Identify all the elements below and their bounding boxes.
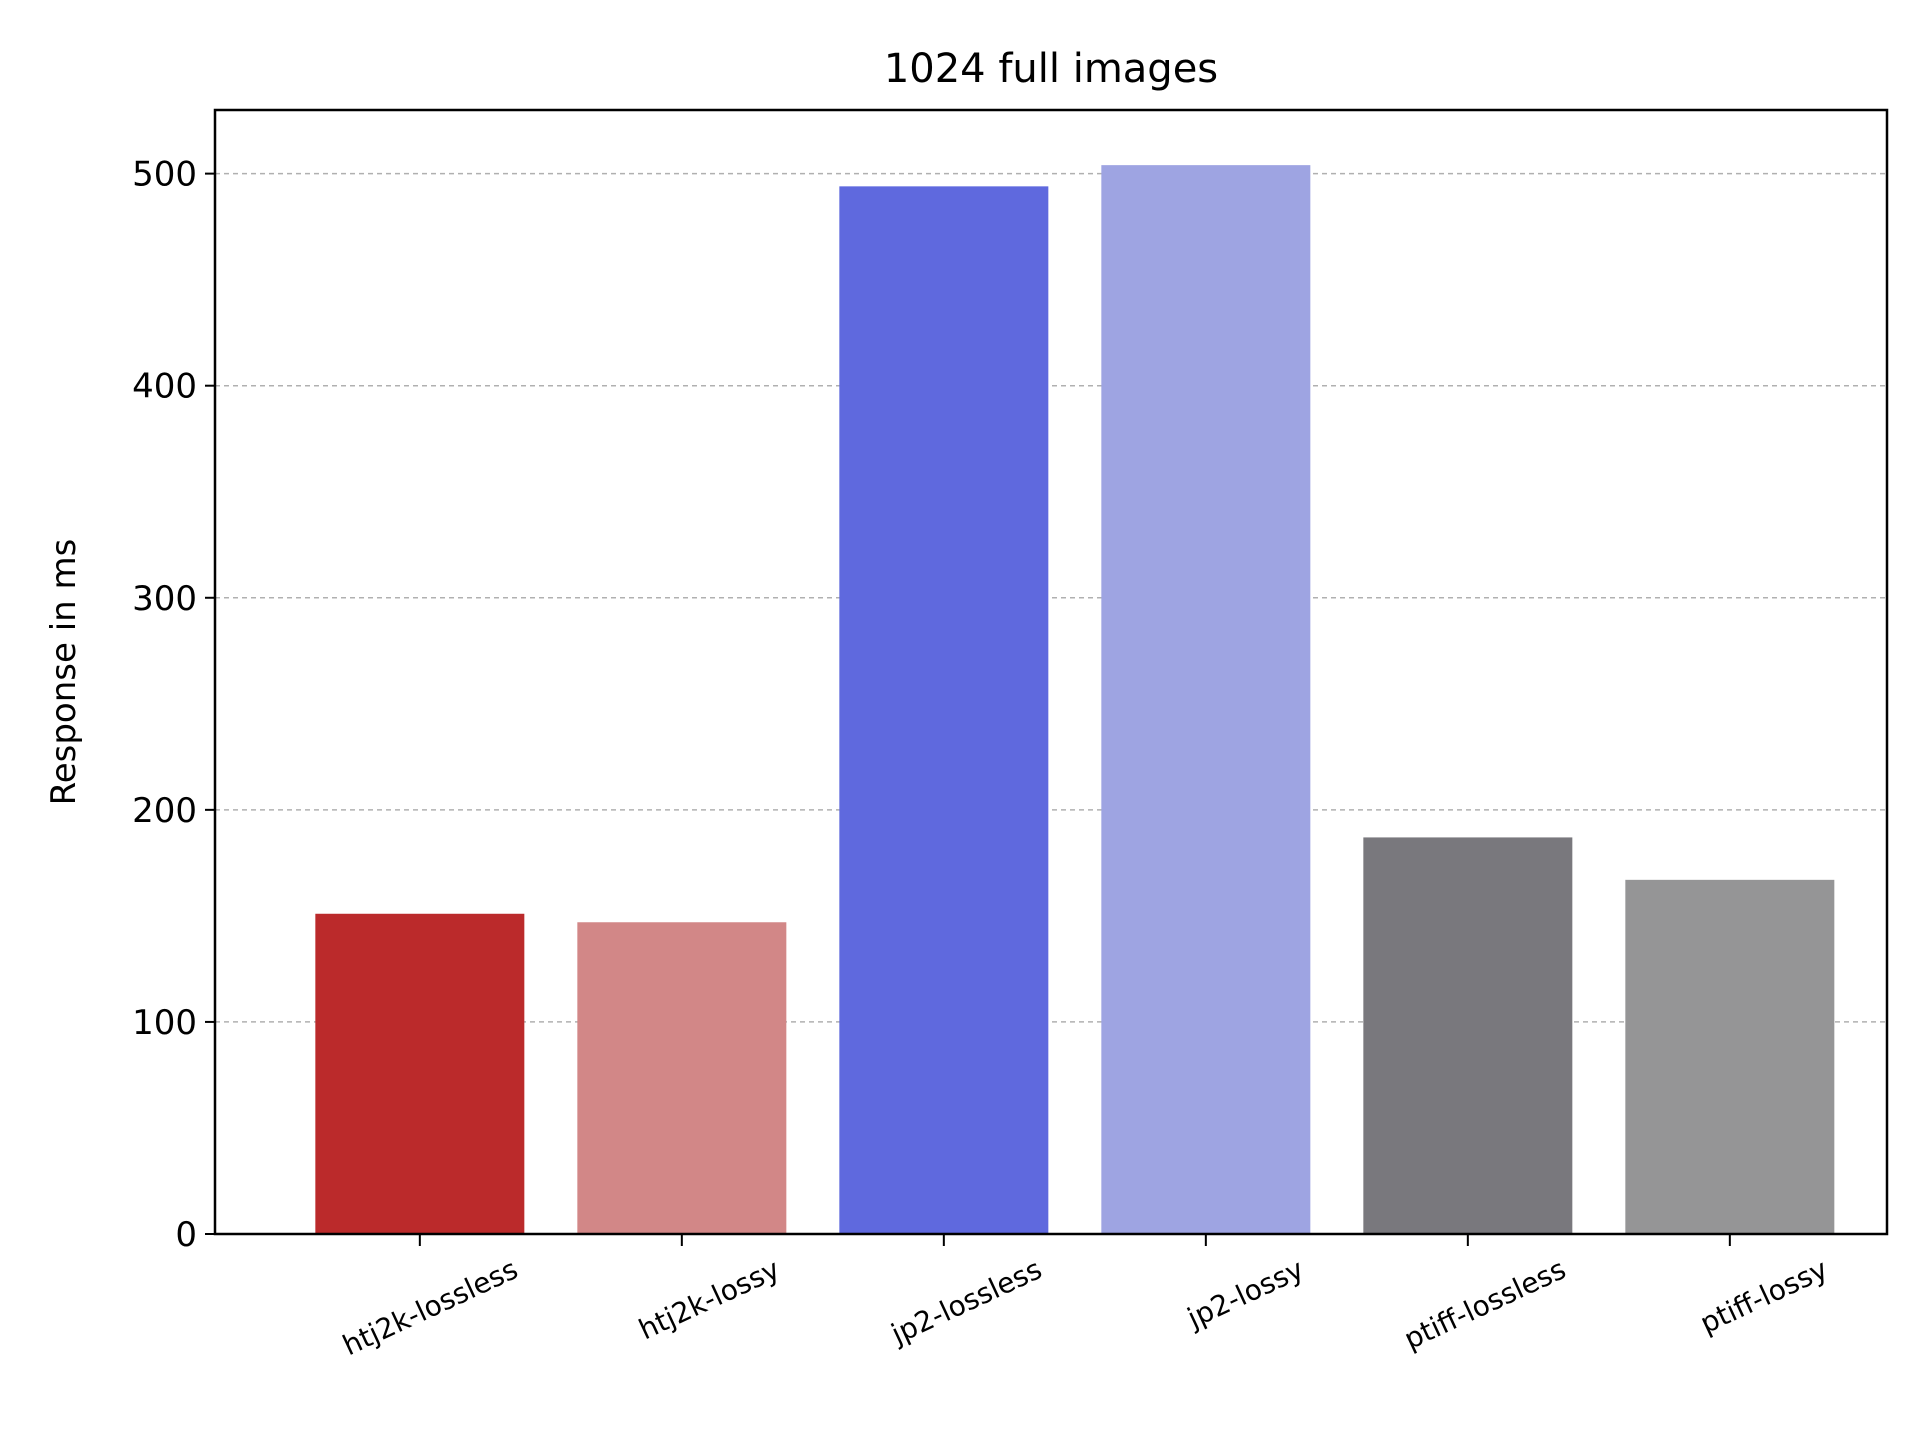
x-tick-label: htj2k-lossy [634, 1252, 785, 1346]
bar-jp2-lossless [839, 186, 1049, 1234]
bar-htj2k-lossless [315, 913, 525, 1234]
x-tick-label: htj2k-lossless [338, 1252, 523, 1362]
x-tick-label: jp2-lossy [1181, 1252, 1308, 1335]
bars [315, 165, 1835, 1234]
y-tick-label: 100 [132, 1003, 197, 1043]
y-tick-label: 200 [132, 791, 197, 831]
x-tick-label: ptiff-lossless [1399, 1252, 1571, 1356]
plot-area-frame [213, 108, 1889, 1236]
y-axis-label: Response in ms [44, 539, 84, 806]
y-tick-label: 0 [175, 1215, 197, 1255]
bar-ptiff-lossy [1625, 879, 1835, 1234]
chart-title: 1024 full images [884, 46, 1218, 92]
x-axis-ticks: htj2k-lossless htj2k-lossy jp2-lossless jp2… [338, 1234, 1833, 1362]
x-tick-label: jp2-lossless [885, 1252, 1046, 1351]
bar-jp2-lossy [1101, 165, 1311, 1234]
y-tick-label: 400 [132, 367, 197, 407]
bar-ptiff-lossless [1363, 837, 1573, 1234]
y-tick-label: 500 [132, 155, 197, 195]
y-axis-ticks: 0 100 200 300 400 500 [132, 155, 215, 1255]
bar-htj2k-lossy [577, 922, 787, 1234]
x-tick-label: ptiff-lossy [1695, 1252, 1833, 1340]
y-tick-label: 300 [132, 579, 197, 619]
